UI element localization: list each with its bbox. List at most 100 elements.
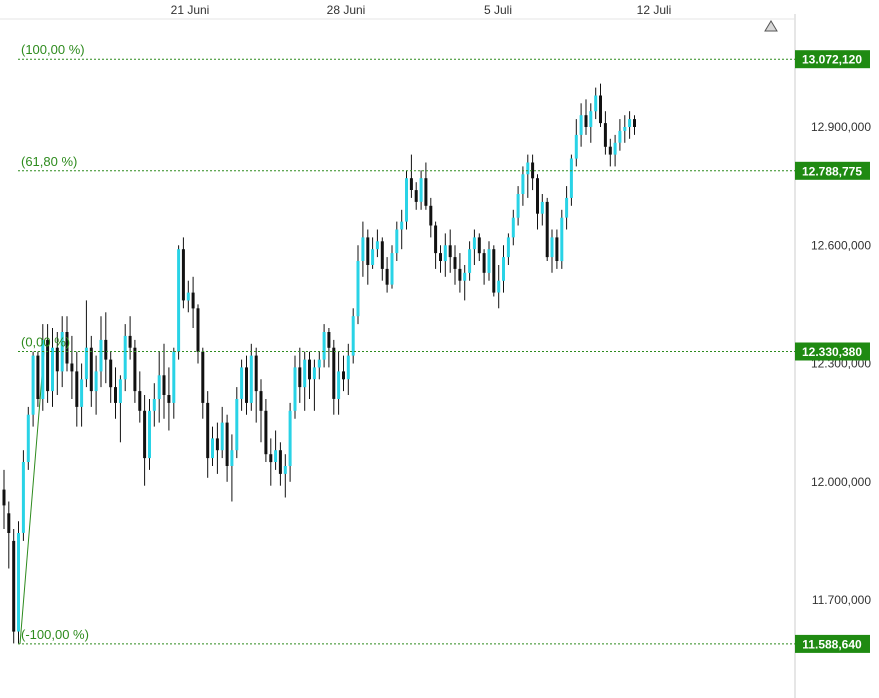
candle-body-up xyxy=(405,178,408,222)
candle xyxy=(114,367,117,419)
candle xyxy=(308,351,311,399)
candle xyxy=(240,359,244,411)
candle xyxy=(109,351,113,403)
candle xyxy=(351,308,355,364)
candle xyxy=(633,115,636,135)
candle-body-up xyxy=(390,253,394,285)
candle-body-down xyxy=(409,178,413,190)
candle-body-down xyxy=(46,339,50,392)
candle xyxy=(7,501,11,569)
candle-body-down xyxy=(12,540,16,632)
candle-body-down xyxy=(278,450,282,474)
candle xyxy=(448,229,452,273)
candle xyxy=(269,438,273,486)
candle-body-down xyxy=(545,201,549,258)
candle xyxy=(21,450,25,541)
candle-body-down xyxy=(380,241,384,269)
candle xyxy=(196,304,200,364)
candle xyxy=(26,406,30,470)
candle-body-up xyxy=(623,127,627,131)
candle xyxy=(298,347,302,403)
candle-body-down xyxy=(555,237,559,261)
candle xyxy=(390,245,394,289)
candle xyxy=(555,229,559,269)
candle xyxy=(249,343,253,411)
candle xyxy=(526,154,530,198)
candle-body-up xyxy=(152,399,156,411)
candle-body-down xyxy=(36,355,40,399)
x-tick-label: 28 Juni xyxy=(327,3,366,17)
candle-body-up xyxy=(574,134,578,159)
fibonacci-levels: (100,00 %) (61,80 %) (0,00 %) (-100,00 %… xyxy=(18,42,870,653)
candle xyxy=(128,316,132,360)
candle-body-up xyxy=(21,462,25,533)
fib-price-badge xyxy=(795,342,870,361)
candle-body-up xyxy=(589,111,593,127)
candle xyxy=(414,182,418,210)
candle xyxy=(235,387,239,459)
candle-body-up xyxy=(288,410,292,466)
candle xyxy=(409,154,413,198)
candle-body-down xyxy=(448,245,452,258)
candle xyxy=(274,430,278,470)
candle-body-up xyxy=(540,201,544,214)
candle xyxy=(327,328,331,368)
candle xyxy=(477,233,481,261)
candle xyxy=(511,209,515,246)
candle xyxy=(569,154,573,206)
candle xyxy=(516,186,520,226)
up-arrow-icon[interactable] xyxy=(764,20,778,32)
candle-body-down xyxy=(104,339,108,360)
candle-body-down xyxy=(342,371,345,380)
candle-body-up xyxy=(322,332,326,360)
candle-body-up xyxy=(521,174,525,194)
candle xyxy=(458,253,462,293)
candle-body-up xyxy=(346,355,350,380)
candle-body-up xyxy=(375,241,379,250)
candle xyxy=(366,229,370,285)
candle xyxy=(560,209,564,269)
candle xyxy=(429,197,433,238)
candle-body-up xyxy=(26,414,30,462)
y-tick-label: 11.700,000 xyxy=(812,593,871,607)
candle xyxy=(148,399,151,470)
candle xyxy=(211,426,214,466)
candle-body-down xyxy=(167,395,171,403)
candle-body-down xyxy=(114,387,117,403)
candle xyxy=(375,229,379,258)
candle xyxy=(220,406,224,459)
candle-body-down xyxy=(439,253,442,261)
candle-body-up xyxy=(211,438,214,459)
candle xyxy=(550,229,554,273)
candle-body-down xyxy=(75,371,79,407)
candle xyxy=(346,343,350,395)
trend-line xyxy=(19,351,45,644)
candle xyxy=(521,166,525,206)
candle-body-up xyxy=(628,119,632,127)
y-tick-label: 12.900,000 xyxy=(811,120,871,134)
candle-body-up xyxy=(395,229,399,254)
candle xyxy=(608,138,612,167)
candle xyxy=(439,245,442,273)
candle-body-up xyxy=(351,316,355,356)
candle-body-up xyxy=(230,450,234,466)
candle-body-up xyxy=(293,367,297,411)
y-tick-label: 12.000,000 xyxy=(811,475,871,489)
fib-label: (100,00 %) xyxy=(21,42,85,57)
candle-body-up xyxy=(172,351,176,403)
candle xyxy=(46,324,50,403)
candle xyxy=(152,383,156,427)
candle-body-up xyxy=(303,359,307,388)
candle-body-down xyxy=(133,347,137,392)
candle xyxy=(434,221,438,269)
candle xyxy=(337,351,341,415)
candle xyxy=(623,115,627,143)
candle-body-down xyxy=(584,115,588,127)
candle xyxy=(545,197,549,261)
candle xyxy=(143,395,147,486)
candle xyxy=(104,312,108,384)
fib-price-badge-label: 12.330,380 xyxy=(802,345,862,359)
candle-body-down xyxy=(603,123,607,147)
candle-body-up xyxy=(356,261,360,317)
candle-body-up xyxy=(94,371,98,392)
